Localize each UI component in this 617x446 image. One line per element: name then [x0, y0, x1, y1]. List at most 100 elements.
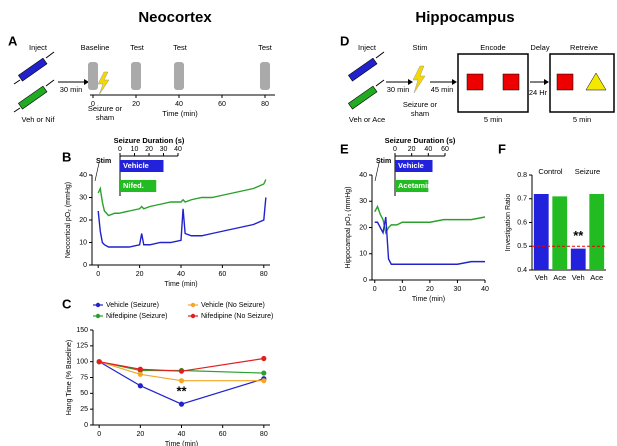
series-line — [97, 197, 267, 248]
y-tick-label: 25 — [80, 406, 88, 413]
label: Inject — [29, 43, 48, 52]
object — [502, 73, 520, 91]
panel-letter: E — [340, 141, 349, 156]
bar-label: Vehicle — [123, 161, 149, 170]
y-axis-label: Hippocampal pO₂ (mmHg) — [345, 186, 352, 268]
panel-letter: C — [62, 296, 72, 311]
label: Retreive — [570, 43, 598, 52]
y-axis-label: Hang Time (% Baseline) — [66, 340, 73, 415]
annotation: ** — [176, 384, 187, 399]
y-tick-label: 0 — [363, 277, 367, 284]
label: 30 min — [387, 85, 410, 94]
bar — [120, 180, 157, 192]
x-tick-label: 40 — [177, 271, 185, 278]
legend-label: Nifedipine (No Seizure) — [201, 313, 273, 320]
label: Veh or Ace — [349, 115, 385, 124]
label: Encode — [480, 43, 505, 52]
syringe — [348, 79, 385, 110]
bar — [395, 160, 433, 172]
x-tick-label: 40 — [424, 146, 432, 153]
lightning — [97, 71, 110, 96]
data-point — [137, 383, 143, 389]
data-point — [137, 366, 143, 372]
syringe — [348, 51, 385, 82]
arrow-head — [544, 79, 549, 85]
y-tick-label: 150 — [76, 327, 88, 334]
x-tick-label: 20 — [136, 431, 144, 438]
annotation: Stim — [376, 158, 391, 165]
object — [556, 73, 574, 91]
y-tick-label: 20 — [359, 224, 367, 231]
x-tick-label: Ace — [590, 273, 603, 282]
legend-marker — [95, 302, 101, 308]
legend-label: Vehicle (No Seizure) — [201, 302, 265, 309]
y-tick-label: 0.4 — [517, 267, 527, 274]
data-point — [261, 355, 267, 362]
group-label: Seizure — [575, 167, 600, 176]
syringe — [13, 51, 55, 85]
legend-label: Vehicle (Seizure) — [106, 302, 159, 309]
data-point — [96, 359, 102, 365]
bar — [533, 194, 549, 270]
y-tick-label: 0 — [83, 262, 87, 269]
panel-letter: F — [498, 141, 506, 156]
data-point — [261, 378, 267, 384]
mouse-icons — [88, 62, 270, 90]
bar — [395, 180, 429, 192]
y-tick-label: 125 — [76, 343, 88, 350]
legend-marker — [190, 302, 196, 308]
inset-title: Seizure Duration (s) — [114, 136, 185, 145]
bar-label: Vehicle — [398, 161, 424, 170]
x-tick-label: 60 — [441, 146, 449, 153]
x-tick-label: Veh — [535, 273, 548, 282]
bar — [570, 248, 586, 270]
y-tick-label: 75 — [80, 374, 88, 381]
series-line — [374, 216, 485, 265]
arrow-head — [408, 79, 413, 85]
timeline-label: 20 — [132, 101, 140, 108]
syringe — [13, 79, 55, 113]
x-tick-label: 20 — [408, 146, 416, 153]
bar — [589, 194, 605, 270]
series-line — [98, 361, 264, 382]
x-tick-label: 0 — [118, 146, 122, 153]
x-tick-label: 0 — [96, 271, 100, 278]
series-line — [97, 179, 267, 217]
label: Seizure or sham — [402, 100, 438, 118]
x-tick-label: 60 — [219, 431, 227, 438]
timeline-label: 0 — [91, 101, 95, 108]
data-point — [137, 371, 143, 377]
label: Test — [258, 43, 273, 52]
x-tick-label: 80 — [260, 271, 268, 278]
object — [585, 72, 607, 91]
bar-label: Nifed. — [123, 181, 144, 190]
bar — [552, 196, 568, 270]
arrow-head — [452, 79, 457, 85]
x-tick-label: 10 — [398, 286, 406, 293]
axis-label: Time (min) — [162, 109, 198, 118]
data-point — [261, 370, 267, 376]
label: 30 min — [60, 85, 83, 94]
stim-marker — [94, 162, 100, 182]
y-tick-label: 100 — [76, 359, 88, 366]
stim-marker — [374, 162, 380, 182]
x-tick-label: Ace — [553, 273, 566, 282]
label: 24 Hr — [529, 88, 548, 97]
label: Veh or Nif — [22, 115, 56, 124]
y-tick-label: 50 — [80, 390, 88, 397]
heading: Neocortex — [138, 9, 212, 26]
x-axis-label: Time (min) — [164, 281, 197, 288]
series-line — [374, 204, 486, 235]
data-point — [178, 368, 185, 374]
y-tick-label: 10 — [359, 251, 367, 258]
x-axis-label: Time (min) — [165, 441, 198, 446]
y-tick-label: 0.8 — [517, 172, 527, 179]
x-tick-label: 0 — [97, 431, 101, 438]
data-point — [178, 378, 185, 384]
x-tick-label: 10 — [131, 146, 139, 153]
panel-letter: A — [8, 33, 18, 48]
x-tick-label: 30 — [160, 146, 168, 153]
label: Test — [130, 43, 145, 52]
